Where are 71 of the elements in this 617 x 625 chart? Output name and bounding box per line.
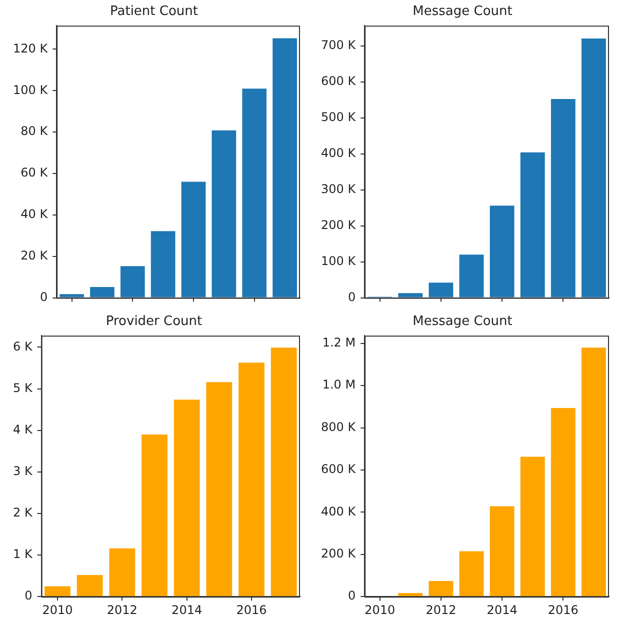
- y-tick-label: 0: [24, 588, 32, 603]
- bar: [459, 551, 484, 596]
- y-tick-label: 6 K: [12, 339, 34, 354]
- y-tick-label: 100 K: [12, 82, 49, 97]
- bar: [428, 580, 454, 596]
- bar: [44, 586, 70, 596]
- bar: [520, 152, 545, 298]
- bar: [520, 456, 545, 596]
- bar: [459, 254, 484, 298]
- bar: [120, 266, 145, 298]
- chart-title: Message Count: [412, 314, 512, 330]
- x-tick-label: 2012: [426, 602, 456, 617]
- y-tick-label: 800 K: [320, 420, 357, 434]
- x-tick-label: 2016: [236, 602, 267, 617]
- chart-title: Message Count: [412, 4, 512, 20]
- x-tick-label: 2016: [548, 602, 578, 617]
- y-tick-label: 5 K: [12, 380, 34, 395]
- bar: [550, 99, 576, 298]
- y-tick-label: 0: [40, 290, 48, 304]
- y-tick-label: 4 K: [12, 422, 34, 436]
- y-tick-label: 20 K: [20, 248, 49, 262]
- bar: [582, 38, 606, 298]
- bar: [272, 38, 297, 298]
- y-tick-label: 3 K: [12, 464, 34, 478]
- y-tick-label: 40 K: [20, 207, 49, 222]
- bar: [550, 408, 576, 596]
- bar: [150, 231, 176, 298]
- y-tick-label: 1 K: [12, 547, 34, 562]
- y-tick-label: 400 K: [320, 504, 357, 518]
- bar: [398, 593, 423, 596]
- bar: [242, 88, 267, 298]
- y-tick-label: 2 K: [12, 506, 34, 520]
- bar: [428, 282, 454, 298]
- bar: [490, 206, 514, 298]
- y-tick-label: 0: [348, 588, 356, 603]
- y-tick-label: 0: [348, 290, 356, 304]
- y-tick-label: 700 K: [320, 38, 357, 52]
- y-tick-label: 60 K: [20, 166, 49, 180]
- y-tick-label: 80 K: [20, 124, 49, 138]
- bar: [90, 287, 114, 298]
- bar: [270, 348, 297, 596]
- bar: [109, 548, 136, 596]
- y-tick-label: 600 K: [320, 462, 357, 476]
- y-tick-label: 500 K: [320, 110, 357, 124]
- y-tick-label: 120 K: [12, 41, 49, 56]
- x-tick-label: 2010: [42, 602, 73, 617]
- bar: [398, 293, 423, 298]
- bar: [206, 382, 232, 596]
- y-tick-label: 200 K: [320, 546, 357, 561]
- y-tick-label: 1.2 M: [322, 336, 356, 350]
- y-tick-label: 400 K: [320, 146, 357, 160]
- x-tick-label: 2014: [172, 602, 202, 617]
- bar: [490, 506, 514, 596]
- x-tick-label: 2014: [486, 602, 518, 617]
- bar: [181, 182, 206, 298]
- x-tick-label: 2010: [364, 602, 396, 617]
- y-tick-label: 100 K: [320, 254, 357, 268]
- y-tick-label: 1.0 M: [322, 378, 356, 392]
- bar: [76, 574, 103, 596]
- bar: [174, 400, 200, 596]
- y-tick-label: 300 K: [320, 182, 357, 196]
- bar: [60, 294, 84, 298]
- x-tick-label: 2012: [106, 602, 138, 617]
- chart-title: Provider Count: [106, 314, 202, 330]
- chart-title: Patient Count: [110, 4, 198, 20]
- y-tick-label: 600 K: [320, 74, 357, 88]
- bar: [582, 348, 606, 596]
- bar: [142, 434, 168, 596]
- y-tick-label: 200 K: [320, 218, 357, 232]
- bar: [212, 130, 236, 298]
- bar: [238, 362, 264, 596]
